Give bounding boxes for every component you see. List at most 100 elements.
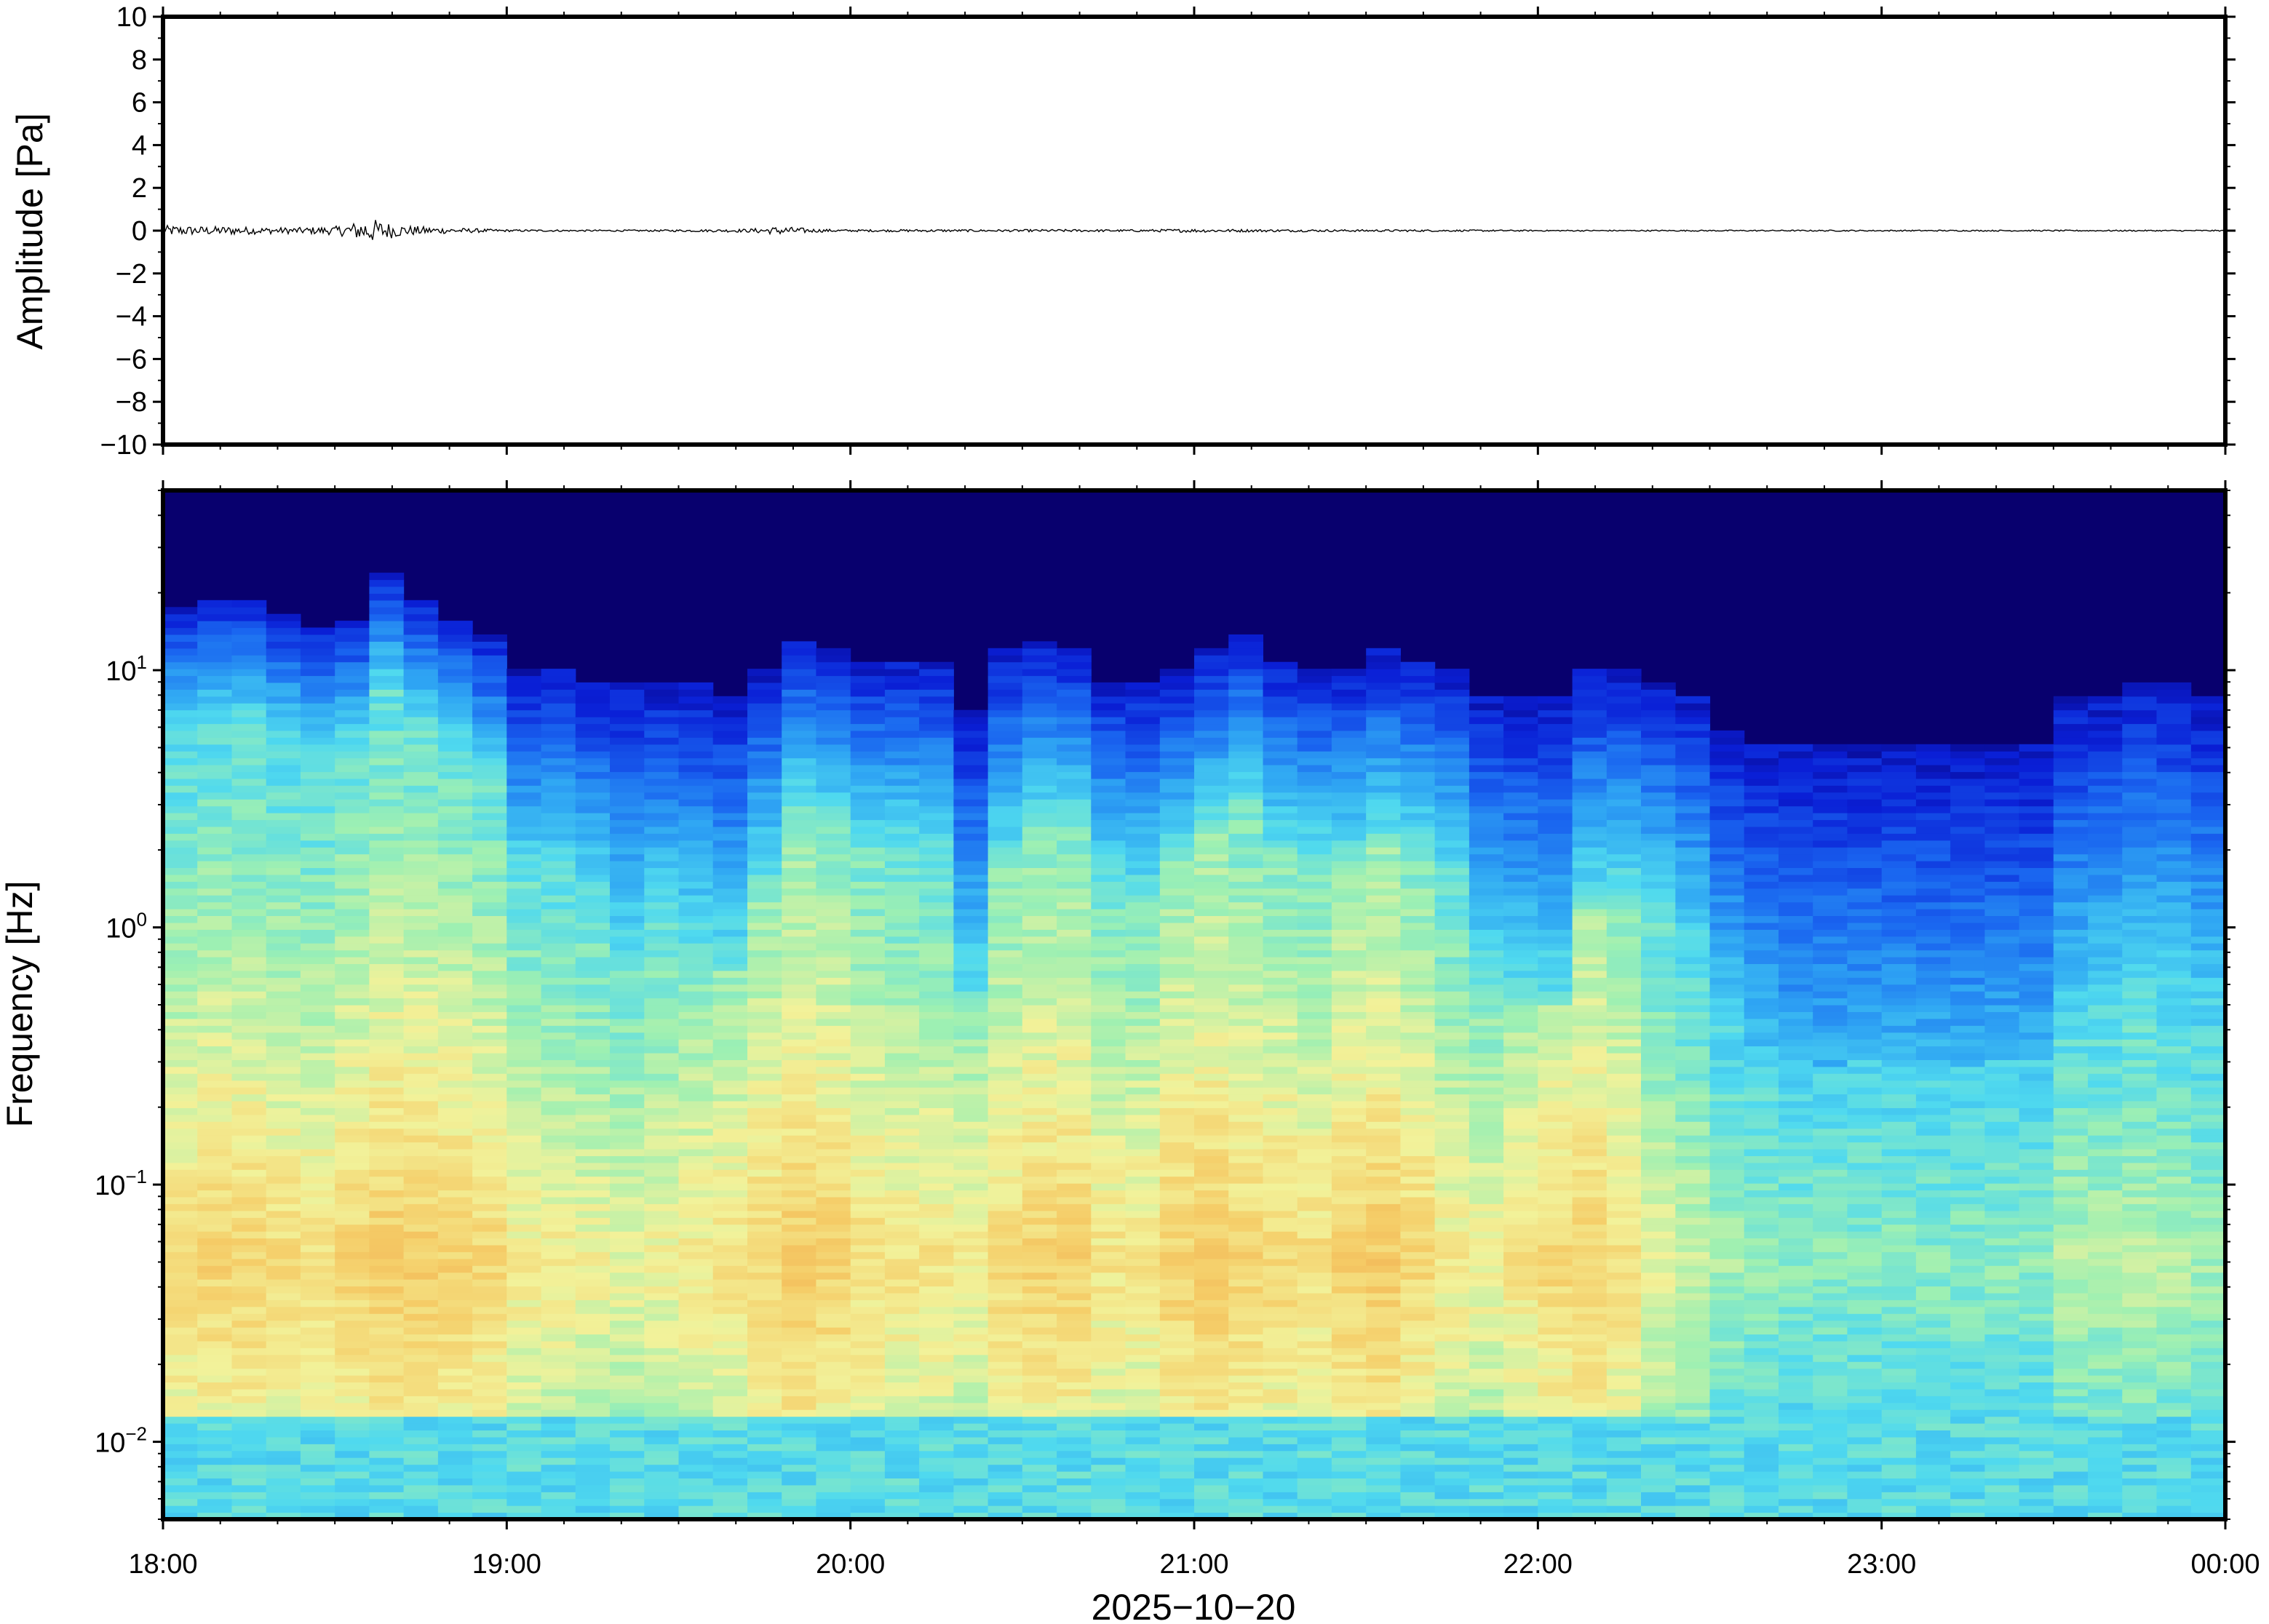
spectrogram-cell <box>884 1279 920 1287</box>
spectrogram-cell <box>1297 689 1332 697</box>
spectrogram-cell <box>850 1320 886 1328</box>
spectrogram-cell <box>231 1375 267 1382</box>
spectrogram-cell <box>988 1231 1023 1239</box>
spectrogram-cell <box>1125 1039 1161 1047</box>
spectrogram-cell <box>919 1286 954 1294</box>
spectrogram-cell <box>919 1217 954 1225</box>
spectrogram-cell <box>266 1512 301 1519</box>
spectrogram-cell <box>335 1251 370 1259</box>
spectrogram-cell <box>1400 813 1436 821</box>
spectrogram-cell <box>1434 765 1470 773</box>
spectrogram-cell <box>472 998 507 1006</box>
spectrogram-cell <box>1434 950 1470 958</box>
spectrogram-cell <box>403 1032 439 1040</box>
spectrogram-column <box>1022 641 1057 1519</box>
spectrogram-cell <box>610 1190 645 1198</box>
spectrogram-cell <box>369 799 405 807</box>
spectrogram-cell <box>369 1299 405 1307</box>
spectrogram-cell <box>1331 1183 1367 1191</box>
spectrogram-cell <box>1091 1354 1126 1362</box>
spectrogram-cell <box>678 861 714 868</box>
spectrogram-cell <box>1228 1388 1263 1396</box>
spectrogram-cell <box>1263 737 1298 745</box>
spectrogram-cell <box>575 1032 611 1040</box>
spectrogram-cell <box>1125 1087 1161 1095</box>
spectrogram-cell <box>1331 1464 1367 1472</box>
spectrogram-cell <box>1263 1149 1298 1156</box>
spectrogram-cell <box>1022 936 1057 944</box>
spectrogram-cell <box>1057 737 1092 745</box>
spectrogram-cell <box>266 1121 301 1129</box>
spectrogram-cell <box>300 634 335 642</box>
spectrogram-cell <box>266 1011 301 1019</box>
spectrogram-cell <box>644 813 680 821</box>
spectrogram-cell <box>506 1059 542 1067</box>
spectrogram-cell <box>1263 1258 1298 1266</box>
spectrogram-cell <box>850 1471 886 1478</box>
spectrogram-cell <box>231 833 267 841</box>
spectrogram-cell <box>610 1039 645 1047</box>
spectrogram-cell <box>1159 1409 1195 1417</box>
spectrogram-cell <box>1263 1107 1298 1115</box>
spectrogram-cell <box>472 1046 507 1054</box>
spectrogram-cell <box>1022 1094 1057 1102</box>
spectrogram-cell <box>1125 778 1161 786</box>
spectrogram-cell <box>1228 648 1263 656</box>
spectrogram-cell <box>988 1423 1023 1430</box>
spectrogram-cell <box>231 1039 267 1047</box>
spectrogram-cell <box>1331 977 1367 985</box>
spectrogram-cell <box>437 1375 473 1382</box>
spectrogram-cell <box>644 1258 680 1266</box>
spectrogram-cell <box>644 1409 680 1417</box>
spectrogram-cell <box>472 1340 507 1348</box>
spectrogram-cell <box>506 1073 542 1081</box>
spectrogram-cell <box>231 1361 267 1369</box>
spectrogram-cell <box>1057 1039 1092 1047</box>
spectrogram-cell <box>575 1196 611 1204</box>
spectrogram-cell <box>919 717 954 725</box>
spectrogram-cell <box>1091 881 1126 889</box>
spectrogram-cell <box>884 1361 920 1369</box>
spectrogram-cell <box>953 881 989 889</box>
waveform-y-tick-label: −2 <box>116 259 147 290</box>
spectrogram-cell <box>919 1484 954 1492</box>
spectrogram-cell <box>1194 737 1229 745</box>
spectrogram-cell <box>403 1457 439 1465</box>
spectrogram-cell <box>678 1354 714 1362</box>
spectrogram-cell <box>369 1169 405 1177</box>
spectrogram-cell <box>988 1444 1023 1452</box>
spectrogram-cell <box>1366 1340 1401 1348</box>
spectrogram-cell <box>712 1258 748 1266</box>
spectrogram-cell <box>575 1430 611 1438</box>
spectrogram-cell <box>1331 805 1367 813</box>
spectrogram-cell <box>712 1512 748 1519</box>
spectrogram-cell <box>369 648 405 656</box>
spectrogram-cell <box>437 1512 473 1519</box>
spectrogram-cell <box>747 895 782 903</box>
spectrogram-cell <box>1331 1169 1367 1177</box>
spectrogram-cell <box>472 1492 507 1500</box>
spectrogram-cell <box>1228 1286 1263 1294</box>
spectrogram-cell <box>541 1169 576 1177</box>
spectrogram-cell <box>266 1046 301 1054</box>
spectrogram-cell <box>850 963 886 971</box>
spectrogram-cell <box>782 847 816 855</box>
spectrogram-cell <box>266 1423 301 1430</box>
spectrogram-cell <box>335 1327 370 1335</box>
spectrogram-cell <box>644 737 680 745</box>
spectrogram-cell <box>678 1176 714 1184</box>
spectrogram-cell <box>884 1340 920 1348</box>
spectrogram-cell <box>1400 1334 1436 1342</box>
spectrogram-cell <box>403 621 439 629</box>
spectrogram-cell <box>1400 689 1436 697</box>
spectrogram-cell <box>506 1196 542 1204</box>
spectrogram-cell <box>472 1409 507 1417</box>
spectrogram-cell <box>231 1423 267 1430</box>
spectrogram-cell <box>988 1484 1023 1492</box>
spectrogram-cell <box>782 957 816 964</box>
spectrogram-cell <box>747 709 782 717</box>
spectrogram-cell <box>919 757 954 765</box>
spectrogram-cell <box>1263 1423 1298 1430</box>
spectrogram-cell <box>1297 826 1332 834</box>
spectrogram-cell <box>437 1032 473 1040</box>
